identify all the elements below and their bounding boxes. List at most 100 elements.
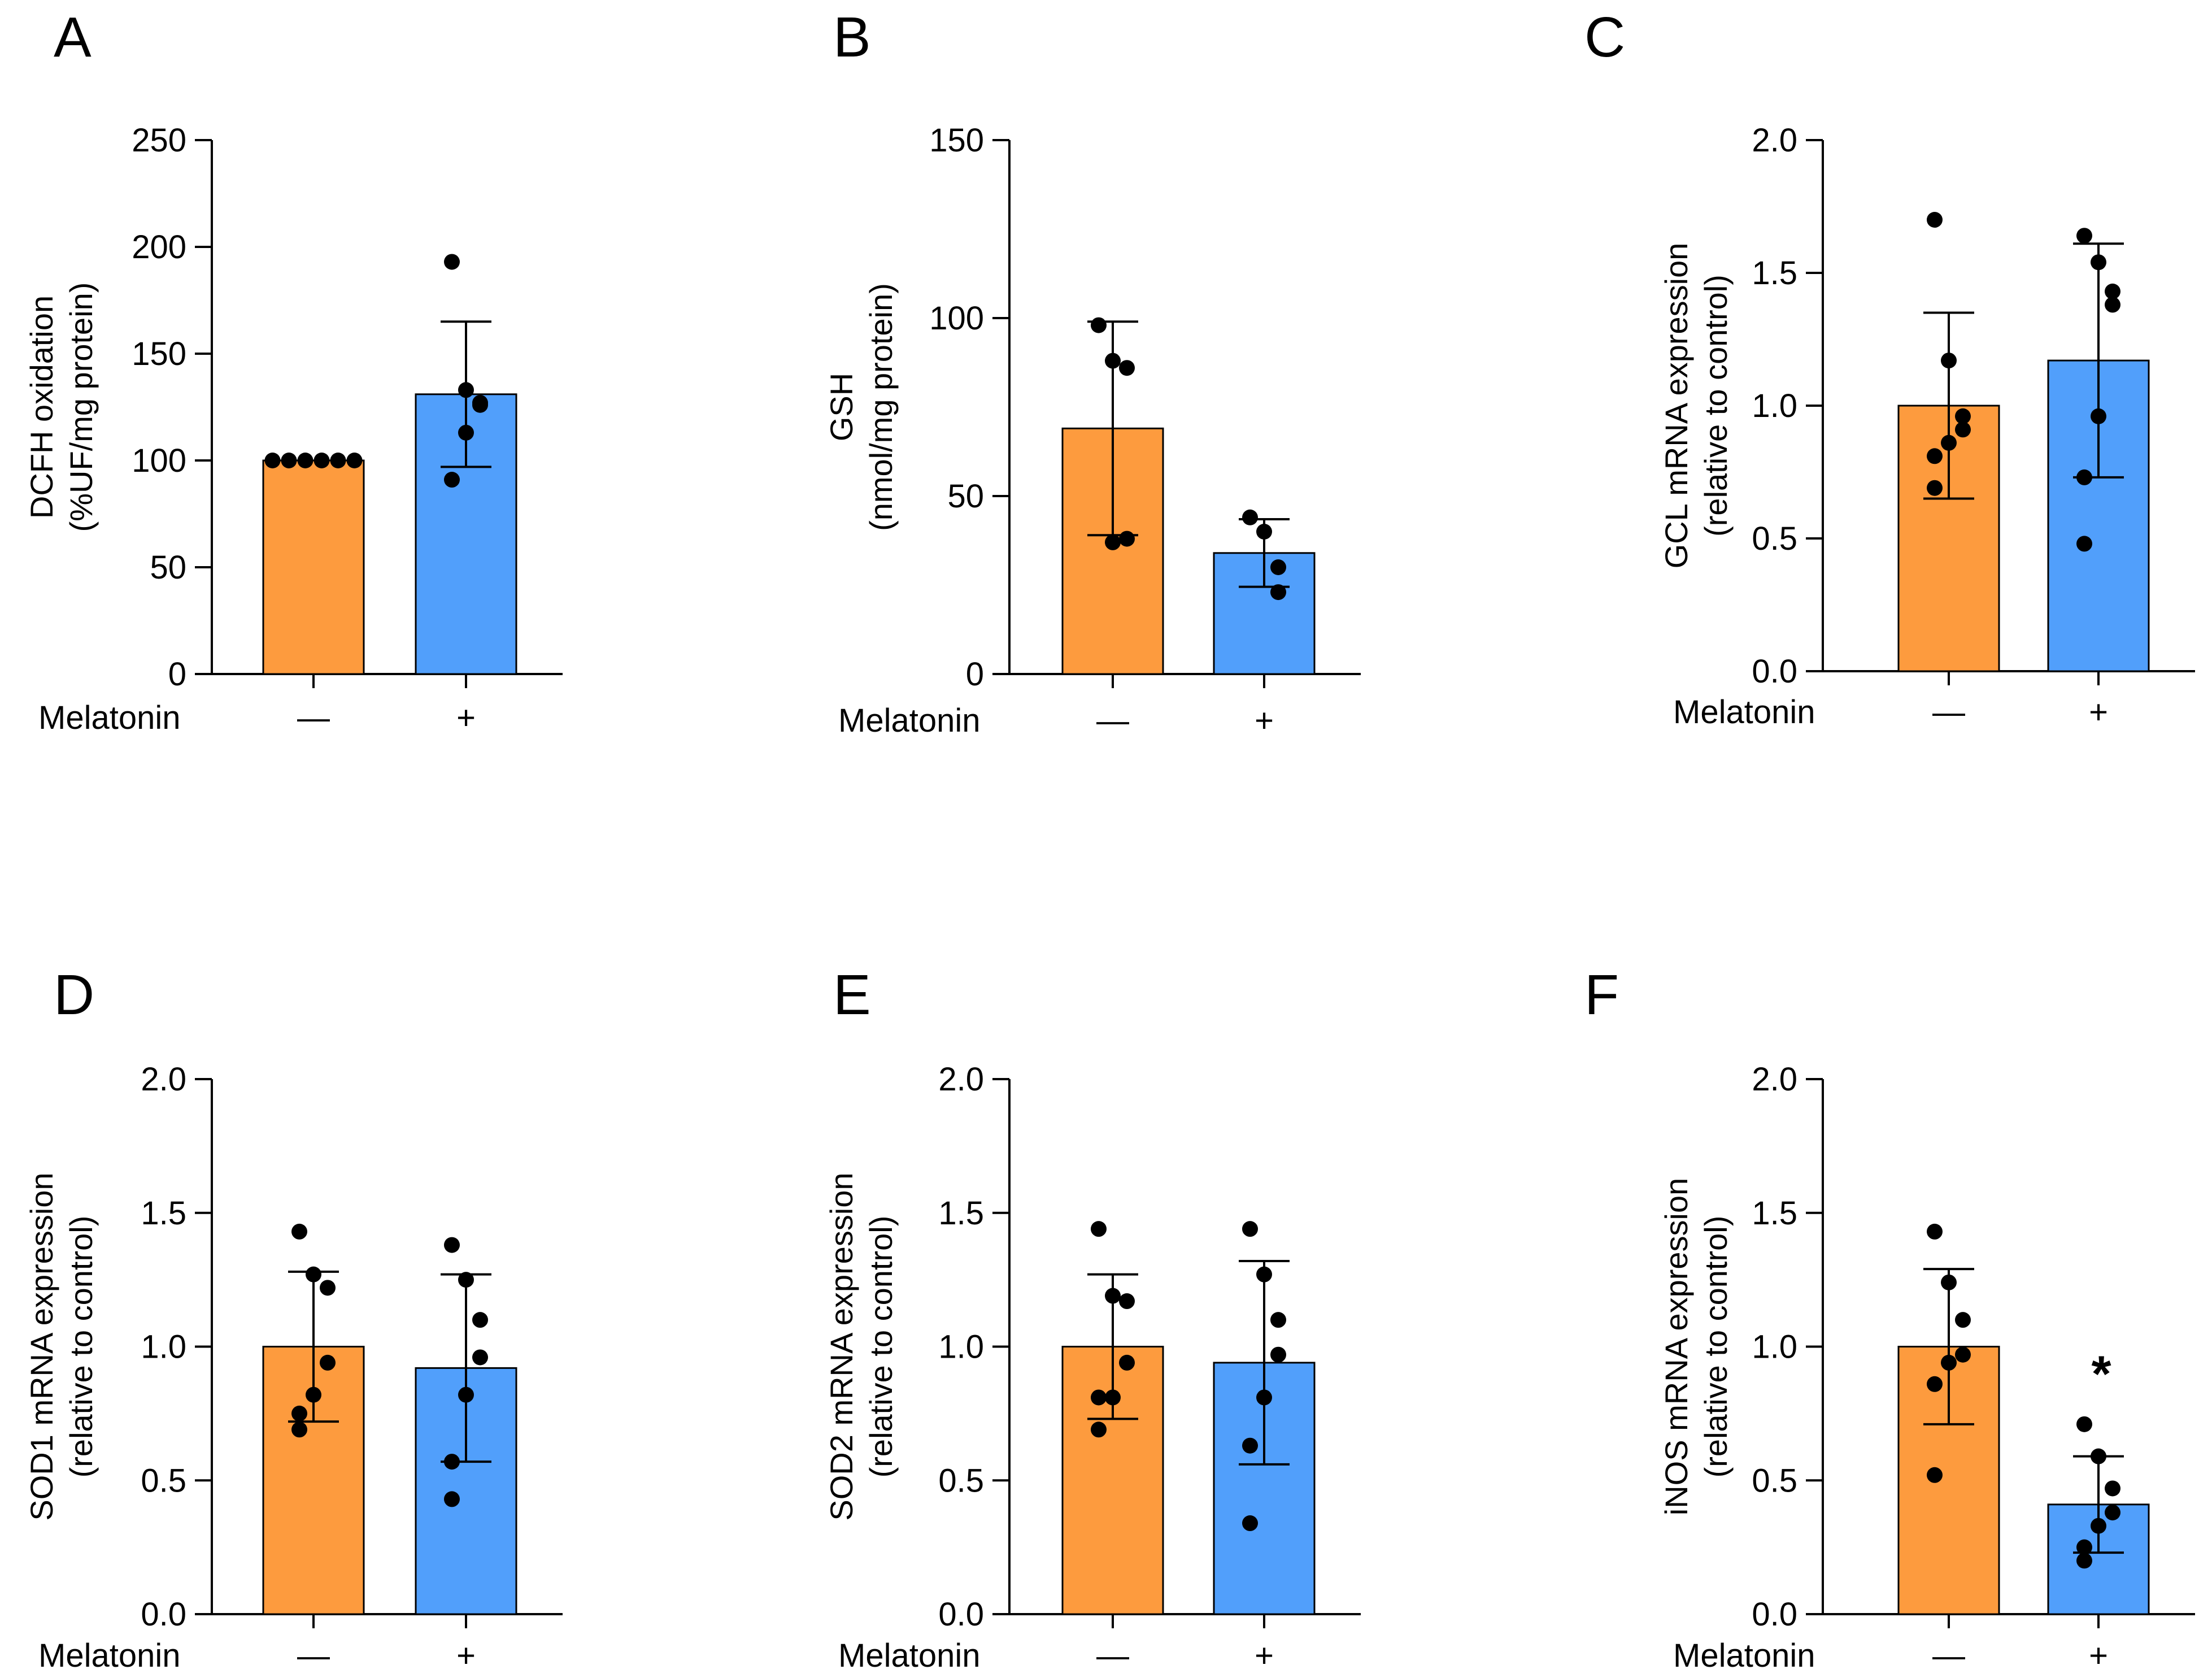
x-category-label: + (2089, 1637, 2108, 1674)
y-axis-title-line1: GSH (824, 373, 859, 441)
data-point (1270, 1312, 1286, 1328)
data-point (291, 1223, 307, 1240)
data-point (1955, 408, 1971, 424)
data-point (320, 1280, 336, 1296)
chart-panel-e: E 0.0 0.5 1.0 1.5 2.0 SOD2 mRNA expression (rel… (824, 963, 1361, 1674)
data-point (1242, 509, 1258, 525)
y-axis-title-line1: SOD2 mRNA expression (824, 1172, 859, 1520)
chart-panel-d: D 0.0 0.5 1.0 1.5 2.0 SOD1 mRNA expression (rel… (24, 963, 563, 1674)
y-tick-label: 0.5 (1752, 1462, 1797, 1499)
y-tick-label: 50 (947, 478, 984, 515)
y-tick-label: 0.0 (141, 1596, 186, 1633)
data-point (2076, 536, 2092, 552)
data-point (1941, 1274, 1957, 1290)
x-category-label: + (1255, 1637, 1274, 1674)
y-tick-label: 1.5 (141, 1195, 186, 1232)
data-point (2076, 1553, 2092, 1569)
y-tick-label: 0.0 (938, 1596, 984, 1633)
data-point (2076, 1416, 2092, 1432)
data-point (1955, 1346, 1971, 1363)
data-point (458, 382, 474, 398)
y-tick-label: 100 (929, 300, 984, 337)
y-tick-label: 1.0 (938, 1329, 984, 1366)
data-point (1091, 1221, 1107, 1237)
data-point (1256, 1266, 1272, 1283)
data-point (2091, 1448, 2106, 1464)
y-axis-title: SOD2 mRNA expression (relative to control… (824, 1172, 899, 1520)
data-point (444, 472, 460, 488)
y-axis-title-line2: (relative to control) (863, 1216, 899, 1478)
y-axis-title: iNOS mRNA expression (relative to control… (1658, 1178, 1734, 1516)
data-point (1119, 360, 1135, 376)
data-point (320, 1354, 336, 1371)
data-point (1256, 1389, 1272, 1406)
x-category-label: — (1932, 694, 1965, 731)
data-point (1105, 353, 1121, 369)
data-point (444, 1491, 460, 1507)
data-point (1242, 1515, 1258, 1532)
data-point (306, 1266, 321, 1283)
panel-letter: C (1584, 6, 1625, 69)
data-point (1091, 1421, 1107, 1438)
y-tick-label: 0 (966, 656, 984, 693)
y-tick-label: 2.0 (1752, 122, 1797, 159)
panel-letter: B (833, 6, 871, 69)
chart-panel-b: B 0 50 100 150 GSH (nmol/mg protein) — + Melatoni… (824, 6, 1361, 739)
data-point (1955, 1312, 1971, 1328)
y-tick-label: 0.5 (1752, 520, 1797, 557)
x-category-label: — (1096, 1637, 1129, 1674)
data-point (1927, 1223, 1943, 1240)
y-tick-label: 2.0 (1752, 1061, 1797, 1098)
y-tick-label: 0.5 (938, 1462, 984, 1499)
x-category-label: + (2089, 694, 2108, 731)
data-point (472, 397, 488, 413)
data-point (1270, 584, 1286, 601)
treatment-label: Melatonin (838, 702, 980, 739)
y-axis-title-line2: (relative to control) (63, 1216, 99, 1478)
data-point (472, 1312, 488, 1328)
data-point (1955, 421, 1971, 438)
y-tick-label: 0 (168, 656, 186, 693)
y-axis-title-line1: DCFH oxidation (24, 295, 59, 519)
data-point (1270, 559, 1286, 575)
data-point (1941, 1354, 1957, 1371)
chart-panel-a: A 0 50 100 150 200 250 DCFH oxidation (%UF/mg pr… (24, 6, 563, 736)
data-point (444, 1454, 460, 1470)
data-point (444, 254, 460, 270)
chart-panel-c: C 0.0 0.5 1.0 1.5 2.0 GCL mRNA expression (rela… (1584, 6, 2195, 731)
treatment-label: Melatonin (1673, 1637, 1815, 1674)
significance-marker: * (2091, 1346, 2111, 1403)
data-point (297, 453, 313, 468)
data-point (1927, 212, 1943, 228)
y-tick-label: 1.0 (141, 1329, 186, 1366)
panel-letter: D (54, 963, 94, 1027)
y-axis-title: SOD1 mRNA expression (relative to control… (24, 1172, 99, 1520)
data-point (2076, 1539, 2092, 1555)
y-tick-label: 1.5 (1752, 255, 1797, 292)
data-point (2091, 1518, 2106, 1534)
panel-letter: A (54, 6, 92, 69)
data-point (2076, 469, 2092, 485)
x-category-label: — (1096, 702, 1129, 739)
y-tick-label: 1.0 (1752, 388, 1797, 424)
y-tick-label: 100 (132, 442, 186, 479)
y-tick-label: 1.5 (1752, 1195, 1797, 1232)
y-tick-label: 200 (132, 229, 186, 266)
y-axis-title-line2: (nmol/mg protein) (863, 283, 899, 531)
data-point (1256, 524, 1272, 540)
y-tick-label: 1.0 (1752, 1329, 1797, 1366)
y-axis-title: GCL mRNA expression (relative to control) (1658, 243, 1734, 569)
data-point (472, 1349, 488, 1366)
y-axis-title-line2: (relative to control) (1698, 1216, 1734, 1478)
y-axis-title: GSH (nmol/mg protein) (824, 283, 899, 531)
data-point (346, 453, 363, 468)
data-point (2105, 283, 2120, 299)
data-point (1927, 1467, 1943, 1483)
x-category-label: — (297, 1637, 330, 1674)
data-point (1270, 1346, 1286, 1363)
x-category-label: + (1255, 702, 1274, 739)
treatment-label: Melatonin (38, 1637, 180, 1674)
panel-letter: E (833, 963, 871, 1027)
data-point (330, 453, 346, 468)
